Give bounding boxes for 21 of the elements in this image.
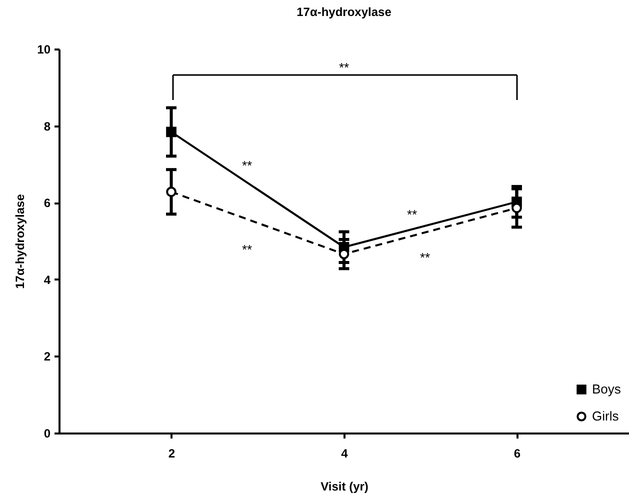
chart-title: 17α-hydroxylase xyxy=(296,5,392,19)
annotation: ** xyxy=(338,60,350,75)
y-tick-label: 6 xyxy=(44,196,51,210)
y-tick-label: 8 xyxy=(44,119,51,134)
y-axis-title: 17α-hydroxylase xyxy=(13,194,28,289)
y-tick-label: 2 xyxy=(44,350,51,364)
y-tick-label: 4 xyxy=(44,272,51,287)
annotation: ** xyxy=(242,158,252,173)
annotation: ** xyxy=(420,250,430,265)
legend-label: Girls xyxy=(592,408,620,424)
x-tick-label: 4 xyxy=(341,446,348,460)
point xyxy=(166,126,176,138)
y-tick-label: 0 xyxy=(44,426,51,440)
legend-label: Boys xyxy=(592,382,622,396)
x-tick-label: 2 xyxy=(168,446,176,460)
annotation: ** xyxy=(242,242,252,257)
y-tick-label: 10 xyxy=(37,42,51,56)
x-tick-label: 6 xyxy=(514,446,521,460)
annotation: ** xyxy=(406,207,418,222)
point xyxy=(166,186,176,198)
x-axis-title: Visit (yr) xyxy=(320,480,368,494)
